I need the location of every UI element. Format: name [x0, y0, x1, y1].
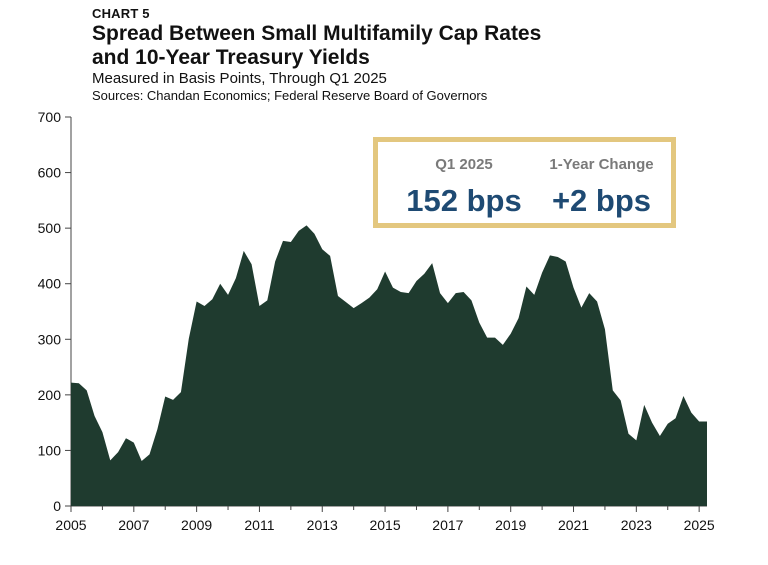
x-tick-label: 2019	[495, 517, 526, 533]
y-tick-label: 100	[38, 442, 62, 458]
callout-change-value: +2 bps	[551, 183, 652, 218]
y-tick-label: 600	[38, 165, 62, 181]
y-tick-label: 400	[38, 276, 62, 292]
x-tick-label: 2025	[684, 517, 715, 533]
x-tick-label: 2015	[369, 517, 400, 533]
x-tick-label: 2007	[118, 517, 149, 533]
plot-area	[71, 225, 707, 507]
callout-current-label: Q1 2025	[435, 156, 493, 173]
callout-current-value: 152 bps	[406, 183, 522, 218]
callout-change-label: 1-Year Change	[549, 156, 654, 173]
chart-subtitle: Measured in Basis Points, Through Q1 202…	[92, 70, 387, 87]
x-tick-label: 2021	[558, 517, 589, 533]
chart-title-line-1: Spread Between Small Multifamily Cap Rat…	[92, 22, 542, 45]
y-tick-label: 500	[38, 220, 62, 236]
chart-header: CHART 5 Spread Between Small Multifamily…	[92, 6, 541, 104]
x-axis: 2005 2007 2009 2011 2013 2015 2017 2019 2021 2023…	[55, 505, 715, 533]
x-tick-label: 2009	[181, 517, 212, 533]
x-tick-label: 2023	[621, 517, 652, 533]
spread-area	[71, 225, 707, 507]
chart-sources: Sources: Chandan Economics; Federal Rese…	[92, 88, 488, 103]
summary-callout: Q1 2025 152 bps 1-Year Change +2 bps	[373, 137, 676, 228]
callout-change: 1-Year Change +2 bps	[534, 156, 669, 220]
y-tick-label: 200	[38, 387, 62, 403]
chart-title-line-2: and 10-Year Treasury Yields	[92, 46, 370, 69]
x-tick-label: 2017	[432, 517, 463, 533]
chart-number: CHART 5	[92, 6, 150, 21]
x-tick-label: 2013	[307, 517, 338, 533]
y-axis: 0 100 200 300 400 500 600 700	[38, 109, 72, 514]
x-tick-label: 2005	[55, 517, 86, 533]
x-tick-label: 2011	[244, 517, 274, 533]
y-tick-label: 700	[38, 109, 62, 125]
y-tick-label: 0	[53, 498, 61, 514]
callout-current: Q1 2025 152 bps	[394, 156, 534, 220]
y-tick-label: 300	[38, 331, 62, 347]
